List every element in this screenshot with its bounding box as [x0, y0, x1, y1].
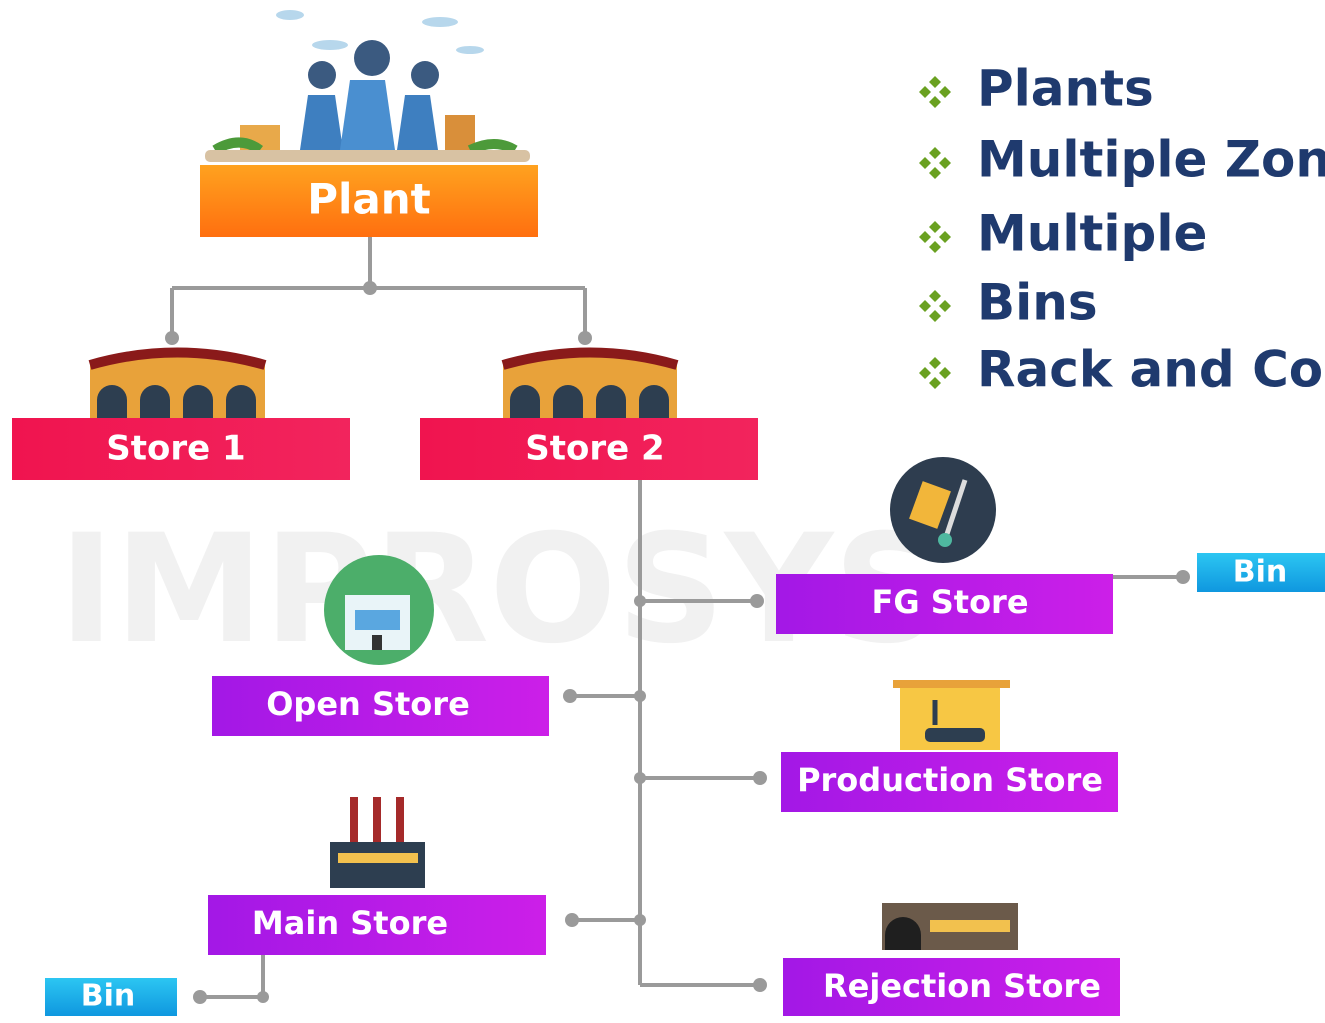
diagram: IMPROSYS: [0, 0, 1325, 1023]
store-icon: [503, 353, 677, 419]
bullet-marker: [919, 76, 951, 108]
bullet-text: Multiple Zon: [977, 131, 1325, 189]
node-label: Rejection Store: [823, 967, 1101, 1005]
rejection-icon: [882, 903, 1018, 950]
node-label: Bin: [1233, 555, 1288, 590]
main-store-icon: [330, 797, 425, 888]
node-label: Main Store: [252, 904, 448, 942]
production-icon: [893, 680, 1010, 750]
open-store-icon: [324, 555, 434, 665]
node-label: Open Store: [266, 685, 470, 723]
bullet-marker: [919, 290, 951, 322]
bullet-marker: [919, 221, 951, 253]
node-label: Plant: [307, 175, 431, 224]
node-label: Store 2: [525, 429, 664, 469]
bullet-text: Bins: [977, 274, 1098, 332]
node-label: Store 1: [106, 429, 245, 469]
plant-icon: [205, 10, 530, 162]
bullet-text: Plants: [977, 60, 1154, 118]
bullet-marker: [919, 147, 951, 179]
bullet-marker: [919, 357, 951, 389]
bullet-text: Rack and Co: [977, 341, 1323, 399]
node-label: Bin: [81, 979, 136, 1014]
bullet-text: Multiple: [977, 205, 1207, 263]
node-label: Production Store: [797, 761, 1103, 799]
fg-icon: [890, 457, 996, 563]
store-icon: [90, 353, 265, 419]
node-label: FG Store: [871, 583, 1028, 621]
bullet-list: Plants Multiple Zon Multiple Bins Rack and C…: [919, 60, 1325, 399]
